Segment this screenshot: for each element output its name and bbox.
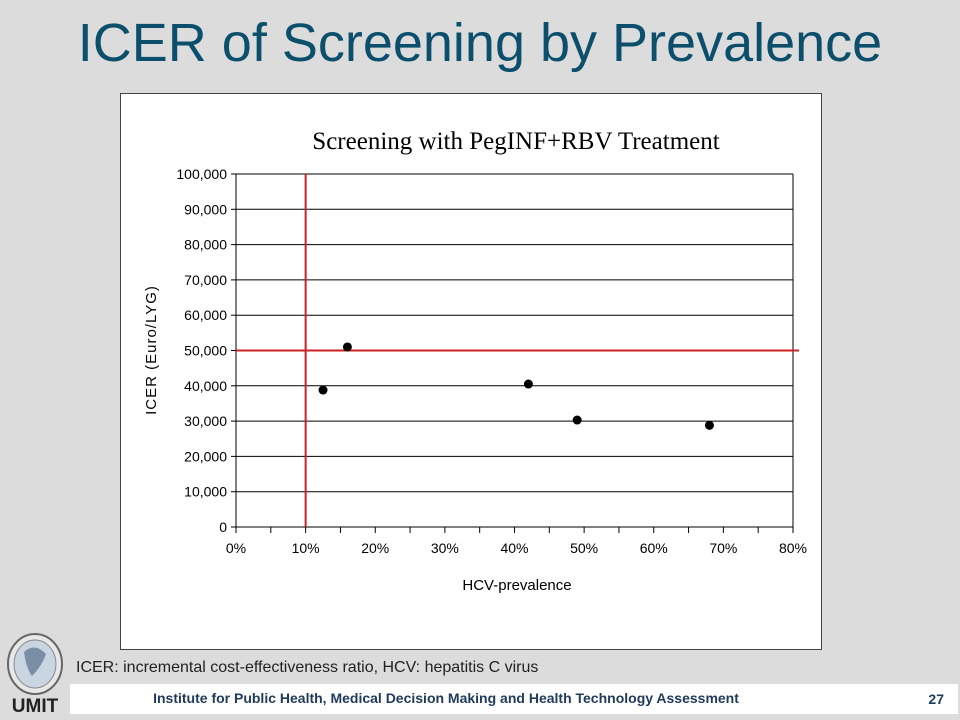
y-tick-label: 30,000 <box>184 413 227 429</box>
axes: 0 10,000 20,000 30,000 40,000 50,000 60,000 70,… <box>176 166 807 556</box>
data-point <box>523 379 533 389</box>
reference-lines <box>236 174 799 527</box>
x-tick-label: 70% <box>709 540 737 556</box>
data-point <box>318 385 328 395</box>
page-number: 27 <box>928 691 944 707</box>
umit-logo: UMIT <box>7 633 63 717</box>
x-tick-label: 40% <box>500 540 528 556</box>
y-tick-label: 100,000 <box>176 166 227 182</box>
footnote: ICER: incremental cost-effectiveness rat… <box>76 659 539 676</box>
y-tick-label: 70,000 <box>184 272 227 288</box>
y-tick-label: 0 <box>219 519 227 535</box>
x-tick-label: 20% <box>361 540 389 556</box>
chart-frame: Screening with PegINF+RBV Treatment 0 10,… <box>120 93 822 650</box>
grid-lines <box>236 173 793 493</box>
x-tick-label: 80% <box>779 540 807 556</box>
x-axis-label: HCV-prevalence <box>462 577 571 594</box>
icer-scatter-chart: Screening with PegINF+RBV Treatment 0 10,… <box>143 128 807 594</box>
y-tick-label: 20,000 <box>184 448 227 464</box>
x-tick-label: 0% <box>226 540 246 556</box>
x-tick-label: 50% <box>570 540 598 556</box>
data-point <box>572 415 582 425</box>
x-tick-label: 10% <box>292 540 320 556</box>
footer-institute: Institute for Public Health, Medical Dec… <box>153 690 739 706</box>
footer-bar: Institute for Public Health, Medical Dec… <box>70 684 958 714</box>
y-tick-label: 50,000 <box>184 343 227 359</box>
y-axis-label: ICER (Euro/LYG) <box>143 285 160 415</box>
y-tick-label: 40,000 <box>184 378 227 394</box>
y-tick-label: 60,000 <box>184 307 227 323</box>
data-point <box>342 342 352 352</box>
slide-title: ICER of Screening by Prevalence <box>77 13 883 73</box>
x-tick-label: 60% <box>640 540 668 556</box>
y-tick-label: 90,000 <box>184 201 227 217</box>
data-point <box>704 420 714 430</box>
x-tick-label: 30% <box>431 540 459 556</box>
data-points <box>318 342 714 430</box>
chart-title: Screening with PegINF+RBV Treatment <box>312 128 719 155</box>
y-tick-label: 10,000 <box>184 484 227 500</box>
y-tick-label: 80,000 <box>184 237 227 253</box>
logo-text: UMIT <box>12 696 59 717</box>
